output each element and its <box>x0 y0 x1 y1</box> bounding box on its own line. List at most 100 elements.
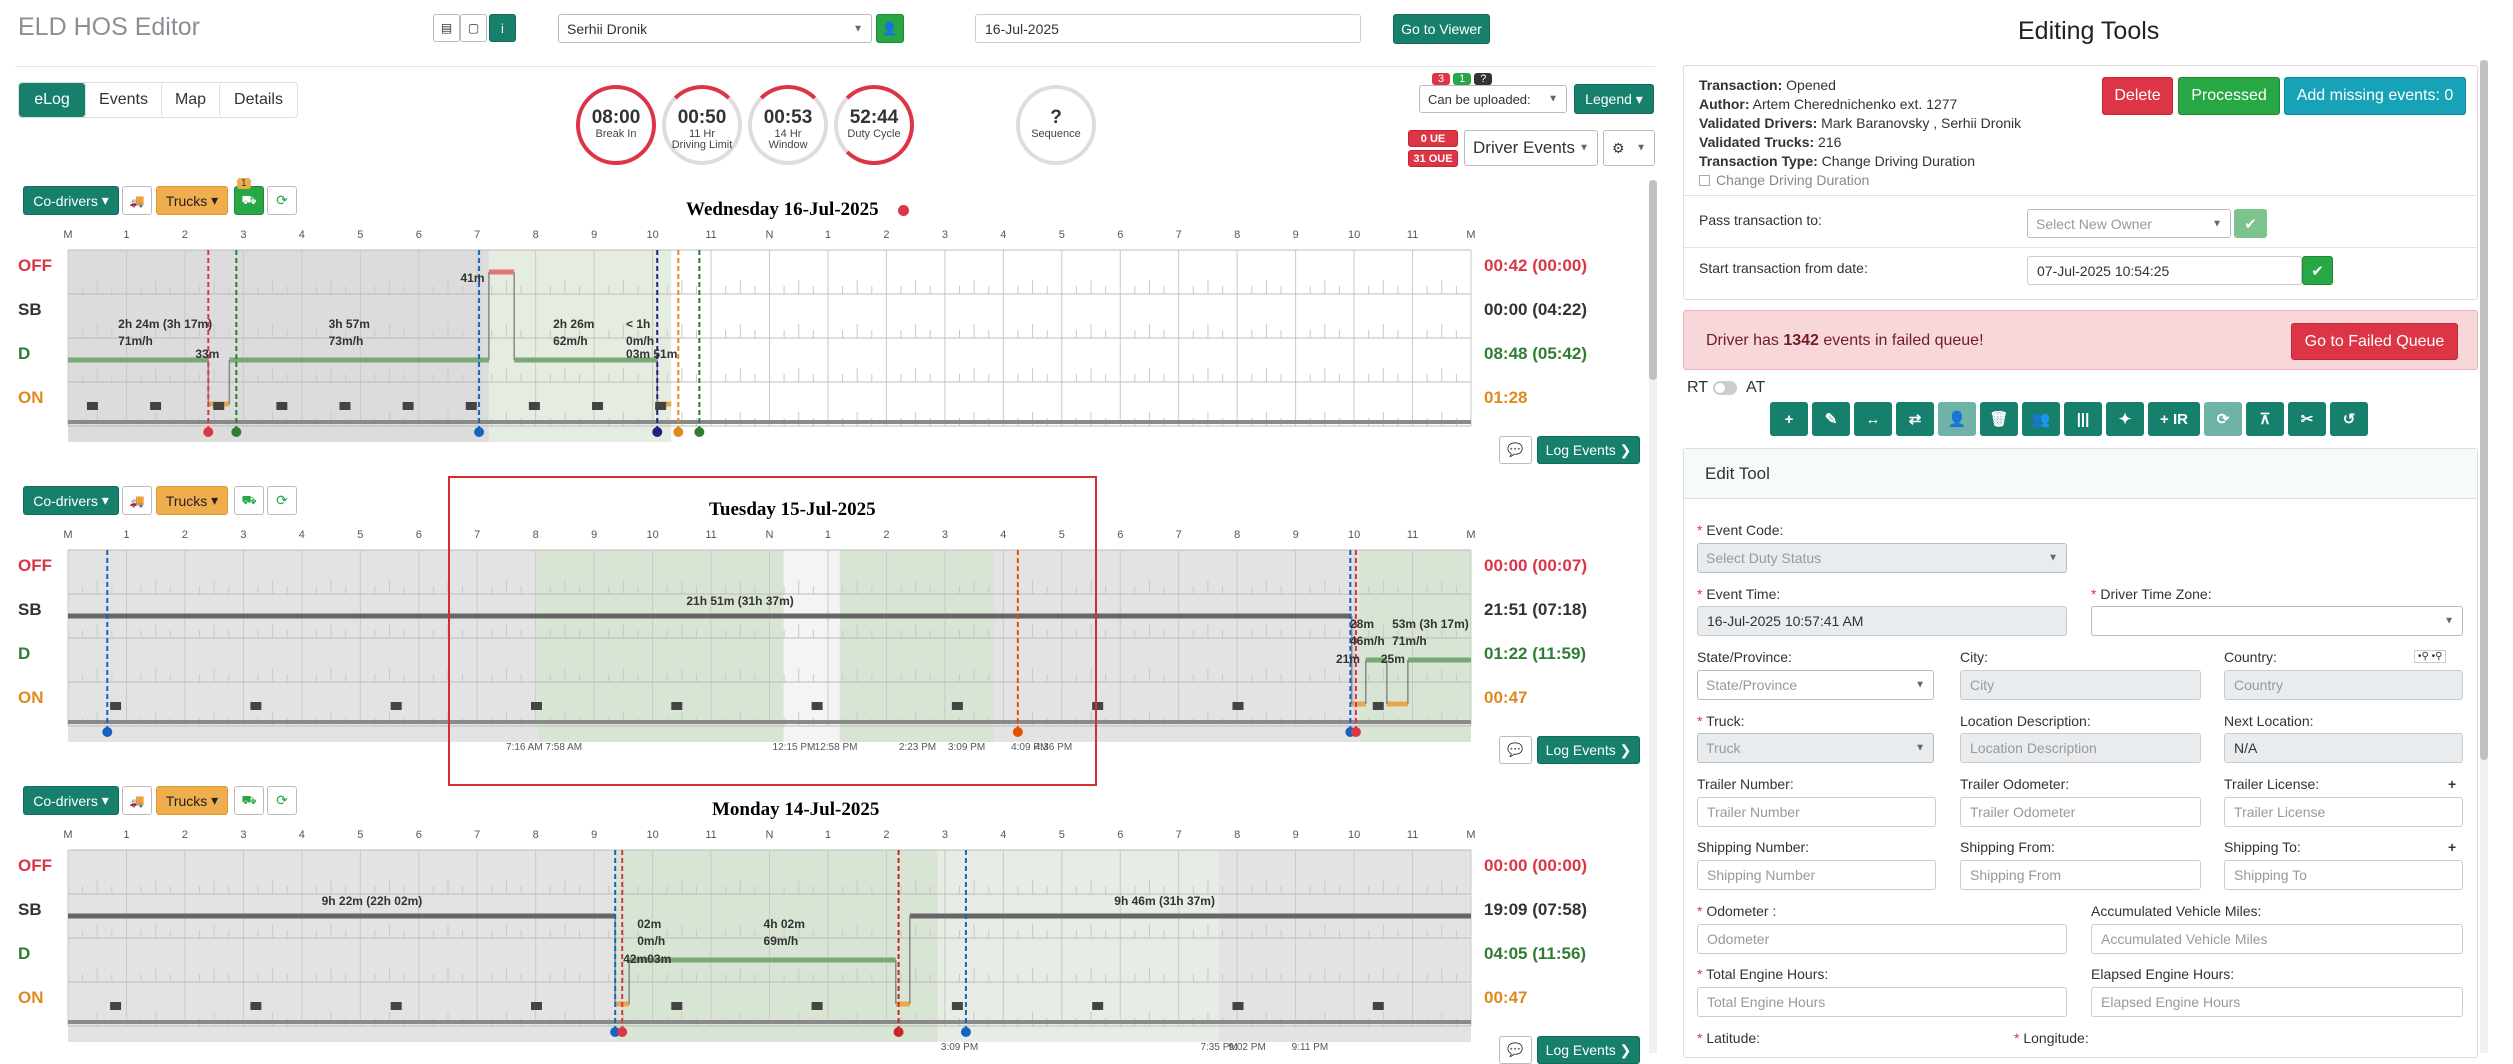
badge-green: 1 <box>1453 73 1472 85</box>
log-events-button[interactable]: Log Events ❯ <box>1537 736 1640 764</box>
trash-icon[interactable]: 🗑 <box>1980 402 2018 436</box>
tab-map[interactable]: Map <box>161 83 219 117</box>
change-driving-checkbox[interactable]: Change Driving Duration <box>1699 171 2021 190</box>
log-events-button[interactable]: Log Events ❯ <box>1537 436 1640 464</box>
comment-icon[interactable]: 💬 <box>1499 736 1532 764</box>
hour-label: 5 <box>357 829 363 841</box>
user-icon[interactable]: 👤 <box>1938 402 1976 436</box>
add-ir-button[interactable]: + IR <box>2148 402 2200 436</box>
new-owner-select[interactable]: Select New Owner ▼ <box>2027 209 2231 238</box>
undo-icon[interactable]: ↺ <box>2330 402 2368 436</box>
comment-icon[interactable]: 💬 <box>1499 436 1532 464</box>
left-scrollbar[interactable] <box>1649 180 1657 1053</box>
go-to-viewer-button[interactable]: Go to Viewer <box>1393 14 1490 44</box>
hos-grid[interactable]: M 1 2 3 4 5 6 7 8 9 10 11 N 1 2 3 4 5 6 7 8 9 10 11 M <box>63 226 1476 456</box>
add-shipping-icon[interactable]: + <box>2448 839 2457 855</box>
hos-grid[interactable]: M 1 2 3 4 5 6 7 8 9 10 11 N 1 2 3 4 5 6 7 8 9 10 11 M <box>63 826 1476 1056</box>
resize-icon[interactable]: ↔ <box>1854 402 1892 436</box>
truck-icon[interactable]: 🚚 <box>122 186 152 215</box>
tab-elog[interactable]: eLog <box>19 83 85 117</box>
log-events-button[interactable]: Log Events ❯ <box>1537 1036 1640 1064</box>
columns-icon[interactable]: ||| <box>2064 402 2102 436</box>
codrivers-button[interactable]: Co-drivers ▾ <box>23 486 119 515</box>
rt-at-toggle[interactable] <box>1713 381 1737 395</box>
refresh-icon[interactable]: ⟳ <box>267 486 297 515</box>
event-marker-dot <box>1012 727 1023 737</box>
date-input[interactable]: 16-Jul-2025 <box>975 14 1361 43</box>
swap-icon[interactable]: ⇄ <box>1896 402 1934 436</box>
trailer-number-input[interactable]: Trailer Number <box>1697 797 1936 827</box>
state-select[interactable]: State/Province ▼ <box>1697 670 1934 700</box>
right-scrollbar[interactable] <box>2480 60 2488 1053</box>
info-icon[interactable]: i <box>489 14 516 42</box>
refresh-icon[interactable]: ⟳ <box>2204 402 2242 436</box>
odometer-input[interactable]: Odometer <box>1697 924 2067 954</box>
location-pin-icons[interactable]: •⚲ •⚲ <box>2414 650 2447 663</box>
trailer-icon[interactable]: ⛟ <box>234 786 264 815</box>
truck-label: * Truck: <box>1697 713 1745 729</box>
refresh-icon[interactable]: ⟳ <box>267 186 297 215</box>
delete-button[interactable]: Delete <box>2102 77 2173 115</box>
trucks-button[interactable]: Trucks ▾ <box>156 186 228 215</box>
processed-button[interactable]: Processed <box>2178 77 2280 115</box>
codrivers-button[interactable]: Co-drivers ▾ <box>23 786 119 815</box>
tab-events[interactable]: Events <box>85 83 161 117</box>
scissors-icon[interactable]: ✂ <box>2288 402 2326 436</box>
truck-select[interactable]: Truck ▼ <box>1697 733 1934 763</box>
next-location-input[interactable]: N/A <box>2224 733 2463 763</box>
trailer-icon[interactable]: ⛟ <box>234 486 264 515</box>
edit-icon[interactable]: ✎ <box>1812 402 1850 436</box>
comment-icon[interactable]: 💬 <box>1499 1036 1532 1064</box>
codrivers-button[interactable]: Co-drivers ▾ <box>23 186 119 215</box>
settings-select[interactable]: ⚙ ▼ <box>1603 130 1655 166</box>
shipping-number-input[interactable]: Shipping Number <box>1697 860 1936 890</box>
wand-icon[interactable]: ✦ <box>2106 402 2144 436</box>
hour-label: 10 <box>646 229 658 241</box>
driver-select[interactable]: Serhii Dronik ▼ <box>558 14 872 43</box>
gear-icon: ⚙ <box>1612 139 1625 156</box>
driver-user-button[interactable]: 👤 <box>876 14 904 43</box>
add-icon[interactable]: + <box>1770 402 1808 436</box>
trucks-button[interactable]: Trucks ▾ <box>156 486 228 515</box>
hour-label: 5 <box>357 229 363 241</box>
trucks-button[interactable]: Trucks ▾ <box>156 786 228 815</box>
country-input[interactable]: Country <box>2224 670 2463 700</box>
confirm-owner-button[interactable]: ✔ <box>2234 209 2267 238</box>
driver-time-zone-select[interactable]: ▼ <box>2091 606 2463 636</box>
legend-button[interactable]: Legend ▾ <box>1574 84 1654 114</box>
upload-select[interactable]: Can be uploaded: ▼ <box>1419 85 1567 113</box>
truck-icon[interactable]: 🚚 <box>122 786 152 815</box>
trailer-icon[interactable]: ⛟ <box>234 186 264 215</box>
elapsed-engine-hours-input[interactable]: Elapsed Engine Hours <box>2091 987 2463 1017</box>
tab-details[interactable]: Details <box>219 83 297 117</box>
merge-icon[interactable]: ⊼ <box>2246 402 2284 436</box>
row-label-on: ON <box>18 688 44 707</box>
trailer-license-input[interactable]: Trailer License <box>2224 797 2463 827</box>
row-label-sb: SB <box>18 900 42 919</box>
location-description-input[interactable]: Location Description <box>1960 733 2201 763</box>
add-trailer-icon[interactable]: + <box>2448 776 2457 792</box>
accumulated-miles-input[interactable]: Accumulated Vehicle Miles <box>2091 924 2463 954</box>
start-date-input[interactable]: 07-Jul-2025 10:54:25 <box>2027 256 2302 285</box>
event-time-input[interactable]: 16-Jul-2025 10:57:41 AM <box>1697 606 2067 636</box>
refresh-icon[interactable]: ⟳ <box>267 786 297 815</box>
row-total-off: 00:00 (00:07) <box>1484 556 1588 575</box>
odometer-label: * Odometer : <box>1697 903 1777 919</box>
truck-icon[interactable]: 🚚 <box>122 486 152 515</box>
trailer-odometer-input[interactable]: Trailer Odometer <box>1960 797 2201 827</box>
hour-label: 4 <box>299 829 305 841</box>
hos-grid[interactable]: M 1 2 3 4 5 6 7 8 9 10 11 N 1 2 3 4 5 6 7 8 9 10 11 M <box>63 526 1476 756</box>
driver-events-select[interactable]: Driver Events ▼ <box>1464 130 1598 166</box>
go-to-failed-queue-button[interactable]: Go to Failed Queue <box>2291 323 2458 360</box>
event-code-select[interactable]: Select Duty Status ▼ <box>1697 543 2067 573</box>
users-icon[interactable]: 👥 <box>2022 402 2060 436</box>
shipping-to-input[interactable]: Shipping To <box>2224 860 2463 890</box>
transaction-panel <box>1683 65 2478 300</box>
city-input[interactable]: City <box>1960 670 2201 700</box>
document-icon[interactable]: ▤ <box>433 14 460 42</box>
note-icon[interactable]: ▢ <box>460 14 487 42</box>
total-engine-hours-input[interactable]: Total Engine Hours <box>1697 987 2067 1017</box>
shipping-from-input[interactable]: Shipping From <box>1960 860 2201 890</box>
confirm-date-button[interactable]: ✔ <box>2302 256 2333 285</box>
add-missing-events-button[interactable]: Add missing events: 0 <box>2284 77 2466 115</box>
